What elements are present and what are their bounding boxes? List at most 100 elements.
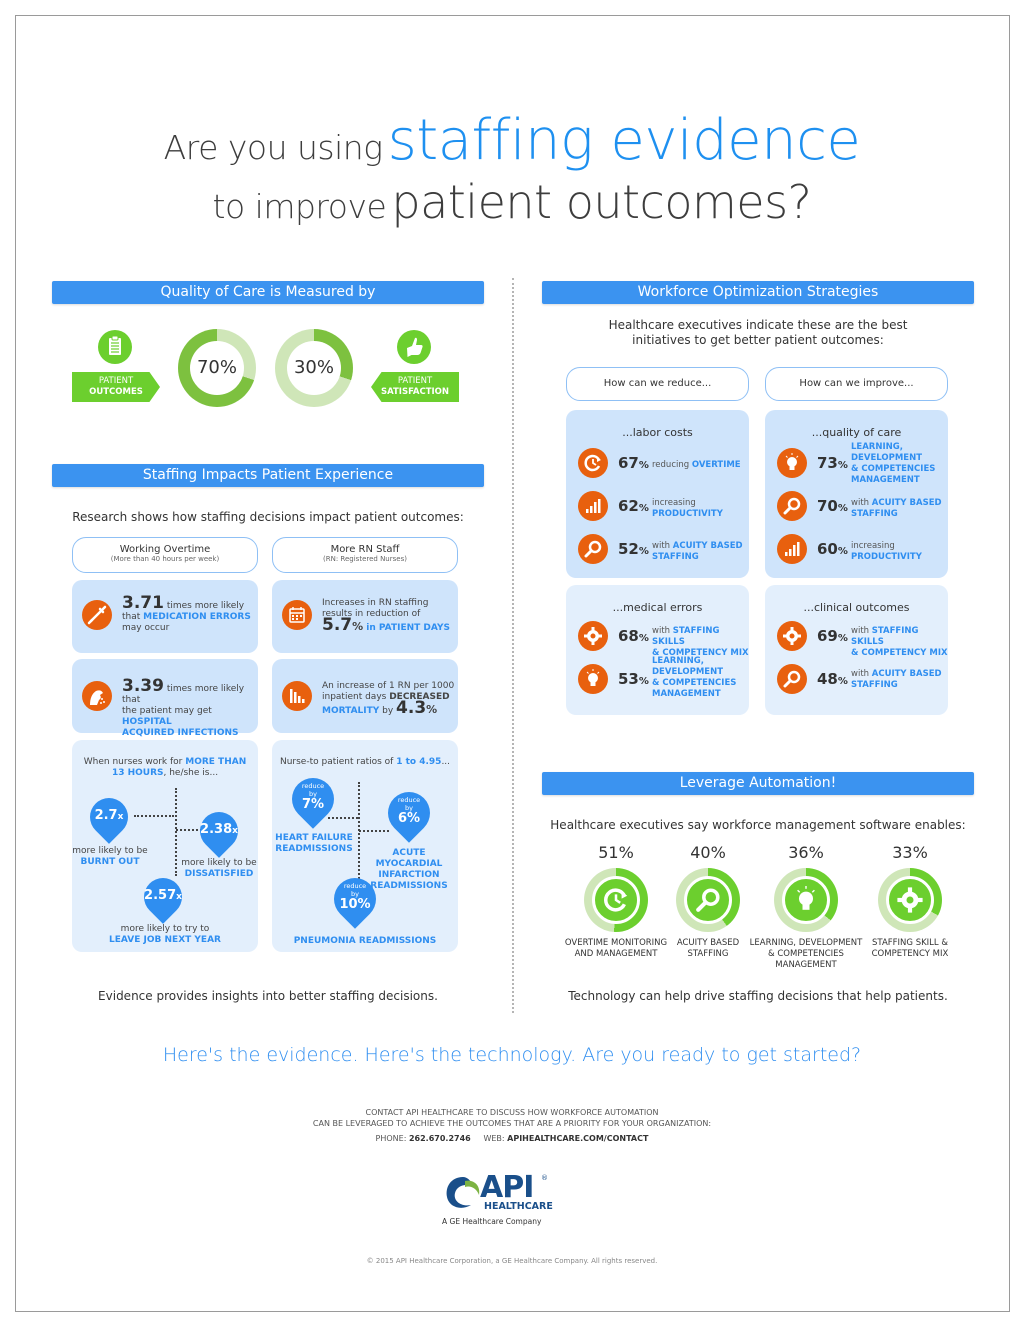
- bar-chart-icon: [578, 491, 608, 521]
- card-title: ...labor costs: [622, 426, 693, 439]
- stat-text: may occur: [122, 623, 170, 633]
- intro-text: ...: [441, 757, 451, 767]
- pin-number: 6%: [397, 811, 421, 826]
- headline-line-2: to improve patient outcomes?: [0, 175, 1024, 229]
- staffing-intro: Research shows how staffing decisions im…: [72, 510, 464, 524]
- stat-number: 5.7: [322, 615, 353, 635]
- overtime-monitoring-label: OVERTIME MONITORING AND MANAGEMENT: [560, 938, 672, 960]
- dotted-connector: [175, 788, 177, 876]
- row-highlight: ACUITY BASED: [672, 541, 743, 551]
- row-highlight: MANAGEMENT: [851, 475, 920, 485]
- row-highlight: STAFFING: [652, 552, 699, 562]
- learning-development-donut: [774, 868, 838, 932]
- row-highlight: PRODUCTIVITY: [652, 509, 723, 519]
- workforce-intro: Healthcare executives indicate these are…: [542, 318, 974, 348]
- row-number: 62: [618, 497, 639, 515]
- automation-banner: Leverage Automation!: [542, 772, 974, 795]
- dotted-connector: [176, 829, 206, 831]
- row-pct: %: [837, 546, 848, 557]
- overtime-monitoring-donut: [584, 868, 648, 932]
- row-text: with ACUITY BASED STAFFING: [851, 669, 942, 691]
- row-text: LEARNING, DEVELOPMENT & COMPETENCIES MANAGE…: [652, 656, 736, 700]
- pin-text: by: [351, 890, 359, 898]
- dotted-connector: [134, 815, 174, 817]
- pin-value: reduce by 7%: [292, 782, 334, 812]
- pin-number: 2.57: [144, 888, 177, 903]
- row-highlight: STAFFING SKILLS: [652, 626, 720, 647]
- medication-errors-stat: 3.71 times more likely that MEDICATION E…: [122, 595, 258, 634]
- burnt-out-label: more likely to be BURNT OUT: [72, 846, 148, 868]
- pin-value: 2.7x: [90, 808, 128, 823]
- stat-pct: %: [352, 620, 364, 633]
- dotted-connector: [328, 817, 358, 819]
- phone-link[interactable]: 262.670.2746: [408, 1134, 471, 1143]
- row-highlight: OVERTIME: [691, 460, 741, 470]
- label-line: LEARNING, DEVELOPMENT: [749, 938, 863, 948]
- row-text: with ACUITY BASED STAFFING: [652, 541, 743, 563]
- row-number: 60: [817, 540, 838, 558]
- row-percent: 60%: [817, 540, 848, 558]
- more-rn-staff-header: More RN Staff (RN: Registered Nurses): [272, 537, 458, 573]
- syringe-icon: [82, 600, 112, 630]
- intro-text: When nurses work for: [83, 757, 186, 767]
- labor-costs-card: ...labor costs 67% reducing OVERTIME 62%…: [566, 410, 749, 578]
- row-pre: with: [851, 669, 872, 679]
- header-title: Working Overtime: [119, 544, 211, 555]
- lightbulb-icon: [578, 664, 608, 694]
- row-percent: 68%: [618, 627, 649, 645]
- clinical-outcomes-card: ...clinical outcomes 69% with STAFFING S…: [765, 585, 948, 715]
- stat-text: by: [379, 706, 397, 716]
- infections-card: 3.39 times more likely that the patient …: [72, 659, 258, 738]
- pin-value: 2.38x: [198, 822, 240, 837]
- headline-prefix-2: to improve: [212, 187, 387, 226]
- row-pct: %: [638, 460, 649, 471]
- row-percent: 52%: [618, 540, 649, 558]
- pin-highlight: INFARCTION: [378, 870, 440, 880]
- row-pct: %: [837, 633, 848, 644]
- skill-mix-label: STAFFING SKILL & COMPETENCY MIX: [860, 938, 960, 960]
- row-number: 67: [618, 454, 639, 472]
- card-title: ...quality of care: [811, 426, 902, 439]
- row-highlight: MANAGEMENT: [652, 689, 721, 699]
- tag-label-bottom: SATISFACTION: [380, 387, 450, 397]
- row-pre: with: [851, 498, 872, 508]
- column-divider: [512, 278, 514, 1013]
- pin-number: 7%: [301, 797, 325, 812]
- thumbs-up-icon: [397, 330, 431, 364]
- pin-value: reduce by 6%: [388, 796, 430, 826]
- stat-number: 3.71: [122, 593, 164, 613]
- logo-tagline: A GE Healthcare Company: [442, 1217, 542, 1226]
- calendar-icon: [282, 600, 312, 630]
- satisfaction-donut: 30%: [275, 329, 353, 407]
- row-pct: %: [638, 503, 649, 514]
- row-percent: 62%: [618, 497, 649, 515]
- row-number: 53: [618, 670, 639, 688]
- stat-pct: %: [426, 703, 438, 716]
- pin-highlight: HEART FAILURE: [275, 833, 353, 843]
- row-text: with STAFFING SKILLS & COMPETENCY MIX: [652, 626, 749, 659]
- pin-value: 2.57x: [142, 888, 184, 903]
- clock-refresh-icon: [578, 448, 608, 478]
- stat-text: inpatient days: [322, 692, 390, 702]
- ratios-card: Nurse-to patient ratios of 1 to 4.95... …: [272, 740, 458, 952]
- contact-details: PHONE: 262.670.2746 WEB: APIHEALTHCARE.C…: [0, 1133, 1024, 1144]
- pin-suffix: x: [232, 826, 238, 836]
- row-pct: %: [837, 676, 848, 687]
- magnifier-icon: [777, 491, 807, 521]
- web-link[interactable]: APIHEALTHCARE.COM/CONTACT: [507, 1134, 649, 1143]
- hours-card: When nurses work for MORE THAN 13 HOURS,…: [72, 740, 258, 952]
- row-highlight: LEARNING,: [851, 442, 903, 452]
- contact-line-2: CAN BE LEVERAGED TO ACHIEVE THE OUTCOMES…: [312, 1119, 712, 1128]
- magnifier-icon: [684, 876, 732, 924]
- row-highlight: & COMPETENCY MIX: [851, 648, 948, 658]
- automation-percent: 51%: [598, 843, 634, 862]
- row-percent: 70%: [817, 497, 848, 515]
- stat-highlight: MORTALITY: [322, 706, 380, 716]
- acuity-staffing-label: ACUITY BASED STAFFING: [660, 938, 756, 960]
- pin-number: 10%: [339, 897, 371, 912]
- magnifier-icon: [578, 534, 608, 564]
- row-highlight: STAFFING: [851, 509, 898, 519]
- row-percent: 48%: [817, 670, 848, 688]
- automation-percent: 40%: [690, 843, 726, 862]
- intro-line: initiatives to get better patient outcom…: [632, 333, 884, 347]
